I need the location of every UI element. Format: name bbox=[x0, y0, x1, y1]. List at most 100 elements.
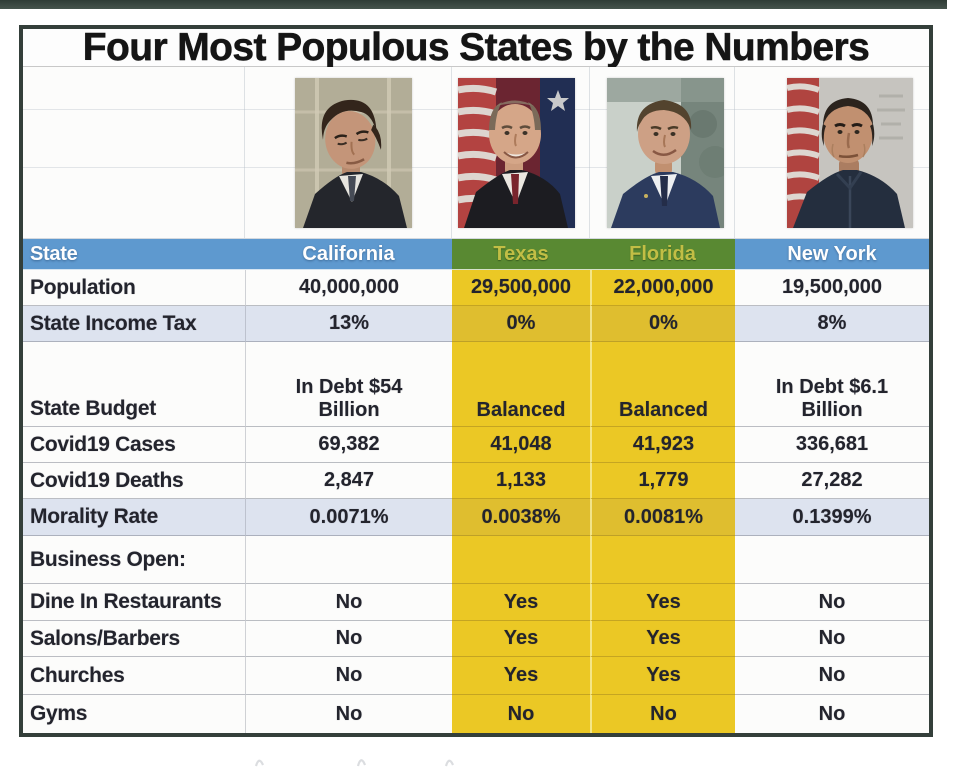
cell-covid19-cases-new-york: 336,681 bbox=[735, 427, 929, 463]
table-row-covid19-cases: Covid19 Cases 69,382 41,048 41,923 336,681 bbox=[23, 427, 929, 463]
row-label-churches: Churches bbox=[23, 657, 245, 695]
cell-salons-barbers-florida-text: Yes bbox=[646, 627, 681, 649]
cell-state-income-tax-florida: 0% bbox=[590, 306, 735, 342]
cell-churches-new-york: No bbox=[735, 657, 929, 695]
cell-covid19-cases-california: 69,382 bbox=[245, 427, 452, 463]
row-label-business-open-text: Business Open: bbox=[30, 547, 186, 571]
row-label-dine-in-restaurants-text: Dine In Restaurants bbox=[30, 590, 222, 613]
cell-churches-california-text: No bbox=[335, 664, 363, 686]
row-label-covid19-cases: Covid19 Cases bbox=[23, 427, 245, 463]
table-row-business-open: Business Open: bbox=[23, 536, 929, 584]
row-label-covid19-deaths-text: Covid19 Deaths bbox=[30, 468, 184, 492]
grid-line bbox=[451, 67, 452, 238]
column-header-state: State bbox=[23, 239, 245, 270]
cell-state-income-tax-texas: 0% bbox=[452, 306, 590, 342]
cell-covid19-deaths-california: 2,847 bbox=[245, 463, 452, 499]
row-label-state-budget-text: State Budget bbox=[30, 397, 156, 421]
cell-state-income-tax-florida-text: 0% bbox=[649, 312, 678, 334]
spreadsheet-table: Four Most Populous States by the Numbers bbox=[19, 25, 933, 737]
table-header-row: State California Texas Florida New York bbox=[23, 239, 929, 270]
row-label-morality-rate-text: Morality Rate bbox=[30, 505, 158, 528]
table-row-state-budget: State Budget In Debt $54 Billion Balanced B… bbox=[23, 342, 929, 427]
cell-covid19-deaths-texas-text: 1,133 bbox=[495, 469, 547, 491]
cell-business-open-california bbox=[245, 536, 452, 584]
table-row-morality-rate: Morality Rate 0.0071% 0.0038% 0.0081% 0.1399… bbox=[23, 499, 929, 536]
cell-covid19-cases-florida: 41,923 bbox=[590, 427, 735, 463]
cell-state-income-tax-california: 13% bbox=[245, 306, 452, 342]
cell-population-texas-text: 29,500,000 bbox=[470, 276, 572, 298]
column-header-texas: Texas bbox=[452, 239, 590, 270]
texas-governor-portrait bbox=[458, 78, 575, 228]
new-york-governor-portrait bbox=[787, 78, 913, 228]
cell-morality-rate-texas: 0.0038% bbox=[452, 499, 590, 536]
cell-population-texas: 29,500,000 bbox=[452, 270, 590, 306]
cell-business-open-new-york bbox=[735, 536, 929, 584]
table-row-state-income-tax: State Income Tax 13% 0% 0% 8% bbox=[23, 306, 929, 342]
cell-salons-barbers-florida: Yes bbox=[590, 621, 735, 657]
cell-gyms-california-text: No bbox=[335, 702, 363, 725]
cell-state-budget-california-text: In Debt $54 Billion bbox=[295, 376, 403, 421]
cell-state-budget-california: In Debt $54 Billion bbox=[245, 342, 452, 427]
cell-churches-florida-text: Yes bbox=[646, 664, 681, 686]
cell-covid19-deaths-texas: 1,133 bbox=[452, 463, 590, 499]
row-label-covid19-cases-text: Covid19 Cases bbox=[30, 432, 176, 456]
cell-state-income-tax-new-york-text: 8% bbox=[817, 312, 847, 334]
row-label-covid19-deaths: Covid19 Deaths bbox=[23, 463, 245, 499]
cell-state-income-tax-new-york: 8% bbox=[735, 306, 929, 342]
row-label-gyms-text: Gyms bbox=[30, 702, 88, 725]
grid-line bbox=[589, 67, 590, 238]
cell-morality-rate-new-york-text: 0.1399% bbox=[792, 505, 872, 528]
cell-churches-texas-text: Yes bbox=[503, 664, 539, 686]
cell-dine-in-restaurants-florida: Yes bbox=[590, 584, 735, 621]
row-label-churches-text: Churches bbox=[30, 663, 125, 687]
column-header-text: State bbox=[30, 242, 78, 265]
page-title: Four Most Populous States by the Numbers bbox=[82, 25, 871, 69]
cell-state-income-tax-texas-text: 0% bbox=[506, 312, 536, 334]
cell-morality-rate-florida-text: 0.0081% bbox=[624, 505, 703, 528]
row-label-state-income-tax: State Income Tax bbox=[23, 306, 245, 342]
cell-covid19-deaths-california-text: 2,847 bbox=[323, 469, 375, 491]
cell-covid19-cases-california-text: 69,382 bbox=[318, 433, 380, 455]
row-label-salons-barbers-text: Salons/Barbers bbox=[30, 626, 180, 650]
table-row-gyms: Gyms No No No No bbox=[23, 695, 929, 733]
cell-gyms-florida-text: No bbox=[650, 702, 677, 725]
cell-state-income-tax-california-text: 13% bbox=[328, 312, 370, 334]
cell-morality-rate-new-york: 0.1399% bbox=[735, 499, 929, 536]
cell-morality-rate-texas-text: 0.0038% bbox=[481, 505, 561, 528]
cell-morality-rate-florida: 0.0081% bbox=[590, 499, 735, 536]
cell-population-california-text: 40,000,000 bbox=[298, 276, 400, 298]
table-row-churches: Churches No Yes Yes No bbox=[23, 657, 929, 695]
cell-state-budget-texas-text: Balanced bbox=[476, 398, 566, 421]
cell-covid19-deaths-florida: 1,779 bbox=[590, 463, 735, 499]
cell-gyms-texas-text: No bbox=[507, 702, 535, 725]
cell-morality-rate-california-text: 0.0071% bbox=[309, 505, 389, 528]
column-header-text: Texas bbox=[493, 242, 549, 265]
cell-state-budget-texas: Balanced bbox=[452, 342, 590, 427]
cell-salons-barbers-new-york: No bbox=[735, 621, 929, 657]
cell-morality-rate-california: 0.0071% bbox=[245, 499, 452, 536]
texas-governor-photo bbox=[458, 78, 575, 228]
column-header-california: California bbox=[245, 239, 452, 270]
cell-gyms-florida: No bbox=[590, 695, 735, 733]
cell-population-new-york-text: 19,500,000 bbox=[781, 276, 883, 298]
row-label-state-budget: State Budget bbox=[23, 342, 245, 427]
california-governor-photo bbox=[295, 78, 412, 228]
california-governor-portrait bbox=[295, 78, 412, 228]
cell-state-budget-new-york-text: In Debt $6.1 Billion bbox=[775, 376, 889, 421]
florida-governor-photo bbox=[607, 78, 724, 228]
column-header-new-york: New York bbox=[735, 239, 929, 270]
cell-population-florida-text: 22,000,000 bbox=[613, 276, 714, 298]
cell-covid19-deaths-florida-text: 1,779 bbox=[638, 469, 689, 491]
florida-governor-portrait bbox=[607, 78, 724, 228]
cell-covid19-cases-florida-text: 41,923 bbox=[632, 433, 695, 455]
cell-covid19-deaths-new-york-text: 27,282 bbox=[801, 469, 863, 491]
cell-dine-in-restaurants-florida-text: Yes bbox=[646, 590, 681, 613]
table-row-covid19-deaths: Covid19 Deaths 2,847 1,133 1,779 27,282 bbox=[23, 463, 929, 499]
cell-dine-in-restaurants-new-york-text: No bbox=[818, 590, 846, 613]
row-label-state-income-tax-text: State Income Tax bbox=[30, 311, 197, 335]
cell-covid19-cases-texas-text: 41,048 bbox=[490, 433, 552, 455]
cell-dine-in-restaurants-new-york: No bbox=[735, 584, 929, 621]
cell-salons-barbers-new-york-text: No bbox=[818, 627, 846, 649]
table-body: Population 40,000,000 29,500,000 22,000,000… bbox=[23, 270, 929, 733]
column-header-text: New York bbox=[787, 242, 877, 265]
